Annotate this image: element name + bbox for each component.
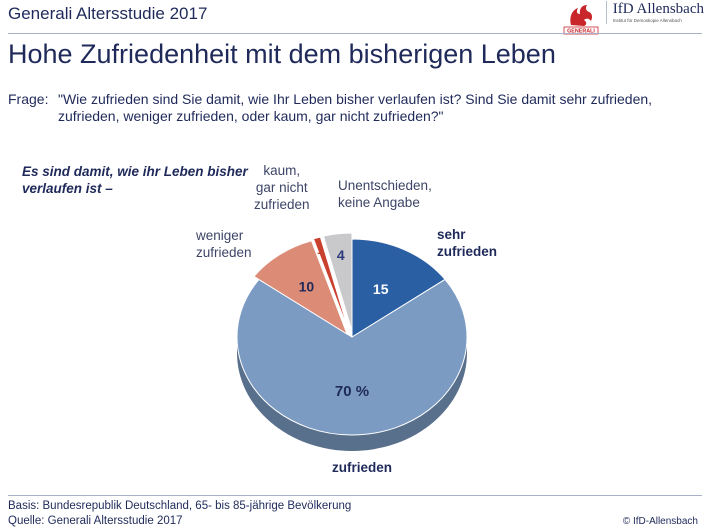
- pie-value-zufrieden: 70 %: [335, 383, 369, 400]
- generali-logo-text: GENERALI: [567, 29, 595, 35]
- bottom-divider: [8, 495, 702, 496]
- ifd-logo: IfD Allensbach Institut für Demoskopie A…: [605, 1, 704, 24]
- question-text: Frage: "Wie zufrieden sind Sie damit, wie…: [8, 91, 652, 125]
- pie-value-unentschieden-keine-angabe: 4: [337, 247, 345, 263]
- generali-logo: GENERALI: [563, 5, 599, 35]
- footer-basis: Basis: Bundesrepublik Deutschland, 65- b…: [8, 500, 352, 512]
- pie-slice-unentschieden-keine-angabe: [322, 232, 353, 332]
- pie-value-weniger-zufrieden: 10: [299, 278, 315, 294]
- pie-value-sehr-zufrieden: 15: [373, 281, 389, 297]
- page-title: Hohe Zufriedenheit mit dem bisherigen Le…: [8, 39, 556, 69]
- label-weniger-zufrieden: weniger zufrieden: [196, 228, 252, 260]
- ifd-tagline: Institut für Demoskopie Allensbach: [612, 18, 682, 23]
- pie-slice-sehr-zufrieden: [351, 238, 446, 338]
- label-sehr-zufrieden: sehr zufrieden: [437, 227, 498, 259]
- top-divider: [8, 33, 702, 34]
- question-line-2: zufrieden, weniger zufrieden, oder kaum,…: [58, 108, 444, 124]
- chart-caption: Es sind damit, wie ihr Leben bisher verl…: [22, 164, 248, 196]
- logo-area: GENERALI IfD Allensbach Institut für Dem…: [562, 1, 704, 35]
- ifd-title: IfD Allensbach: [612, 1, 704, 17]
- question-label: Frage:: [8, 91, 49, 107]
- study-title: Generali Altersstudie 2017: [8, 4, 208, 23]
- label-kaum-zufrieden: kaum, gar nicht zufrieden: [254, 163, 310, 212]
- label-zufrieden: zufrieden: [332, 460, 393, 475]
- label-unentschieden: Unentschieden, keine Angabe: [338, 178, 432, 210]
- pie-slice-zufrieden: [236, 278, 468, 436]
- footer-source: Quelle: Generali Altersstudie 2017: [8, 515, 183, 527]
- pie-slice-weniger-zufrieden: [253, 240, 348, 336]
- pie-slice-kaum-gar-nicht-zufrieden: [312, 236, 350, 333]
- pie-value-kaum-gar-nicht-zufrieden: 1: [317, 241, 325, 257]
- footer-copyright: © IfD-Allensbach: [622, 516, 698, 527]
- question-line-1: "Wie zufrieden sind Sie damit, wie Ihr L…: [58, 91, 653, 107]
